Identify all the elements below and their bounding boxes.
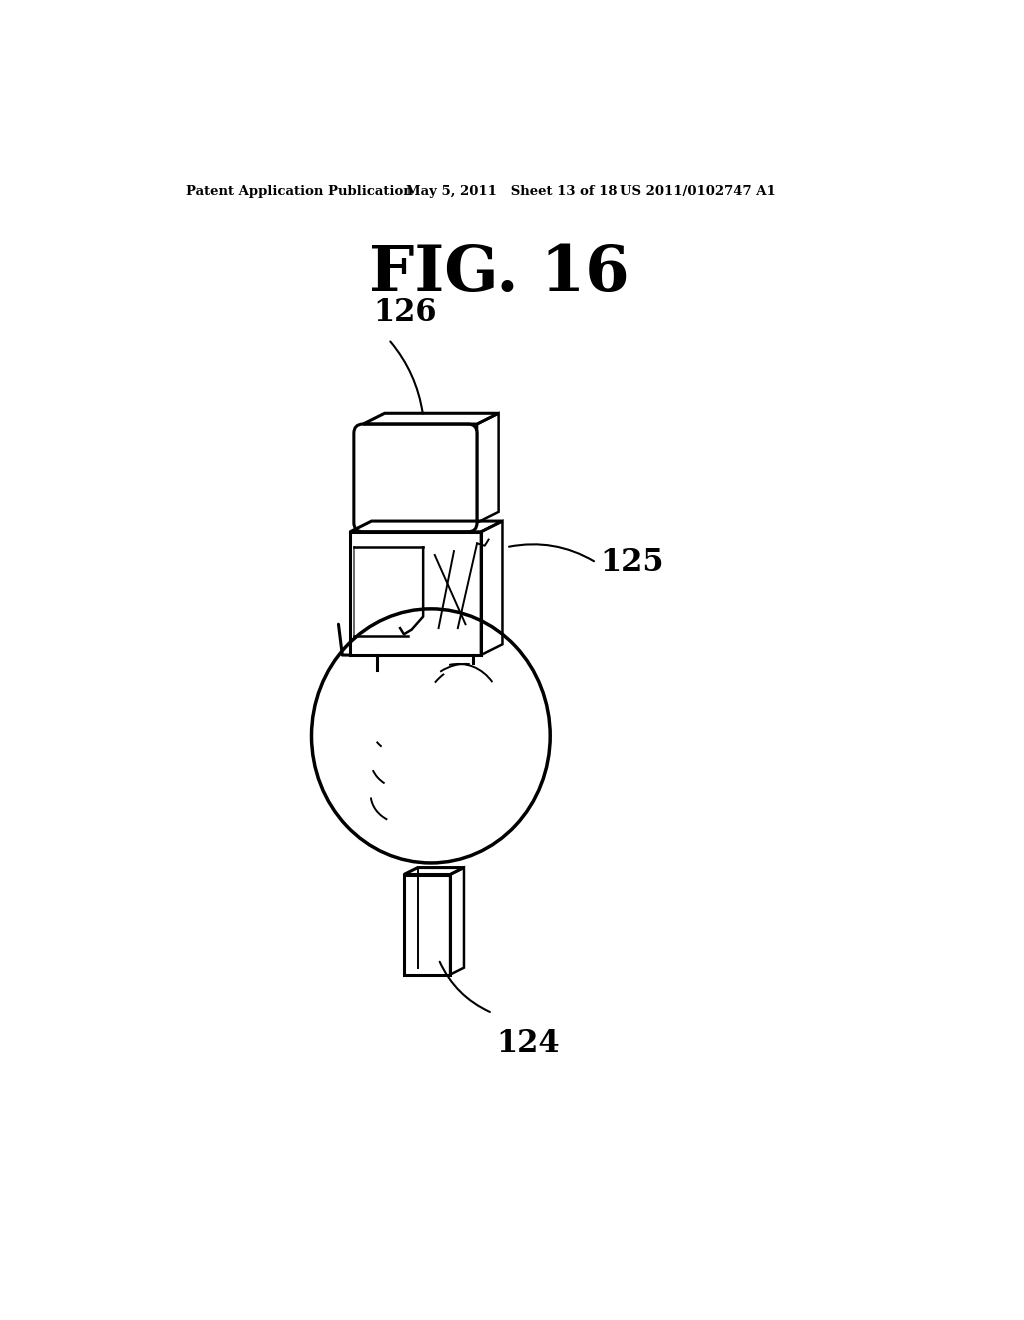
Text: 125: 125: [600, 548, 664, 578]
Text: 126: 126: [373, 297, 436, 327]
Text: May 5, 2011   Sheet 13 of 18: May 5, 2011 Sheet 13 of 18: [407, 185, 617, 198]
Text: FIG. 16: FIG. 16: [370, 243, 630, 304]
Text: 124: 124: [497, 1028, 560, 1060]
Text: Patent Application Publication: Patent Application Publication: [186, 185, 413, 198]
Text: US 2011/0102747 A1: US 2011/0102747 A1: [621, 185, 776, 198]
